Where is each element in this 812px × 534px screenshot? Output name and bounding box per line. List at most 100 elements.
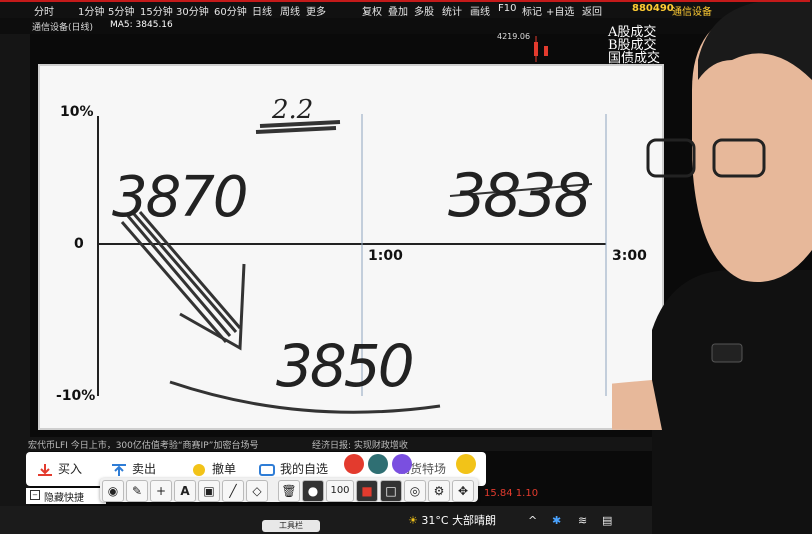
down-arrow-head [179,263,246,351]
network-icon[interactable]: ▤ [602,514,613,527]
candle-red-2 [544,46,548,56]
handwritten-3850: 3850 [276,332,412,400]
pen-color-red[interactable] [344,454,364,474]
chart-subheader: 通信设备(日线) MA5: 3845.16 [0,18,812,34]
bluetooth-icon[interactable]: ✱ [552,514,562,527]
wifi-icon[interactable]: ≋ [578,514,588,527]
pen-color-teal[interactable] [368,454,388,474]
y-axis-top-label: 10% [60,104,94,120]
weather-temp: 31°C [421,514,449,527]
menu-item-30min[interactable]: 30分钟 [176,7,209,18]
menu-item-60min[interactable]: 60分钟 [214,7,247,18]
period-menu-bar: 分时 1分钟 5分钟 15分钟 30分钟 60分钟 日线 周线 更多 复权 叠加… [0,0,812,18]
news-ticker: 宏代币LFI 今日上市，300亿估值考验“商赛IP”加密台场号 经济日报: 实现… [0,437,812,451]
cancel-order-icon [193,463,205,476]
news-ticker-right[interactable]: 经济日报: 实现财政增收 [312,441,408,451]
menu-item-multi[interactable]: 多股 [414,7,434,18]
chart-title: 通信设备(日线) [32,23,94,33]
presenter-person [612,0,812,534]
crosshair-icon[interactable]: + [150,480,172,502]
square-icon[interactable]: □ [380,480,402,502]
accent-top-border [0,0,810,2]
glasses-icon [646,138,696,178]
menu-item-1min[interactable]: 1分钟 [78,7,105,18]
watchlist-button[interactable]: 我的自选 [258,460,328,477]
stock-name: 通信设备 [672,7,712,18]
right-stat-2: 国债成交 [608,51,661,66]
pen-icon[interactable]: ✎ [126,480,148,502]
eye-icon[interactable]: ◎ [404,480,426,502]
move-icon[interactable]: ✥ [452,480,474,502]
cancel-order-button[interactable]: 撤单 [190,460,236,477]
line-icon[interactable]: ╱ [222,480,244,502]
weather-widget[interactable]: ☀ 31°C 大部晴朗 [408,512,496,528]
sell-button[interactable]: 卖出 [110,460,156,477]
right-underline [449,183,593,197]
text-icon[interactable]: A [174,480,196,502]
candle-marks [534,36,548,62]
menu-item-more[interactable]: 更多 [306,7,326,18]
down-arrow-shaft [120,211,242,343]
menu-item-overlay[interactable]: 叠加 [388,7,408,18]
weather-desc: 大部晴朗 [452,514,497,527]
size-field[interactable]: 100 [326,480,354,502]
y-axis-bottom-label: -10% [56,388,96,404]
upload-icon [112,463,126,476]
scribble-strike [255,120,341,134]
sell-label: 卖出 [132,462,157,476]
weather-icon: ☀ [408,514,418,527]
right-stat-1: B股成交 [608,38,657,53]
price-marker: 4219.06 [497,32,531,41]
mouse-icon[interactable]: ◉ [102,480,124,502]
presenter-hair [698,0,812,80]
presenter-face [692,9,812,283]
menu-item-daily[interactable]: 日线 [252,7,272,18]
menu-item-intraday[interactable]: 分时 [34,7,54,18]
menu-item-mark[interactable]: 标记 [522,7,542,18]
chevron-up-icon[interactable]: ^ [528,514,538,527]
presenter-arm [612,380,662,430]
news-ticker-left[interactable]: 宏代币LFI 今日上市，300亿估值考验“商赛IP”加密台场号 [28,441,259,451]
whiteboard-drawing: 2.2 3870 3838 3850 [97,95,607,414]
pen-color-purple[interactable] [392,454,412,474]
menu-item-draw[interactable]: 画线 [470,7,490,18]
circle-icon[interactable]: ● [302,480,324,502]
right-stat-0: A股成交 [608,25,657,40]
handwritten-3838: 3838 [448,161,590,231]
presenter-shirt [652,270,812,534]
menu-item-back[interactable]: 返回 [582,7,602,18]
download-icon [38,463,52,476]
handwritten-3870: 3870 [112,165,247,230]
hide-shortcut-button[interactable]: − 隐藏快捷 [26,488,106,504]
scribble-note: 2.2 [271,95,313,125]
buy-label: 买入 [58,462,83,476]
record-icon[interactable]: ■ [356,480,378,502]
market-values: 15.84 1.10 [484,488,539,499]
menu-item-f10[interactable]: F10 [498,3,517,14]
eraser-icon[interactable]: ◇ [246,480,268,502]
toolbar-toggle-button[interactable]: 工具栏 [262,520,320,532]
menu-item-adjust[interactable]: 复权 [362,7,382,18]
stock-code: 880490 [632,3,674,14]
gear-icon[interactable]: ⚙ [428,480,450,502]
drawing-toolbar: ◉ ✎ + A ▣ ╱ ◇ 🗑 ● 100 ■ □ ◎ ⚙ ✥ [100,478,478,502]
bottom-underline [169,380,441,414]
menu-item-add-watch[interactable]: +自选 [546,7,575,18]
image-icon[interactable]: ▣ [198,480,220,502]
y-axis-zero-label: 0 [74,236,84,252]
menu-item-weekly[interactable]: 周线 [280,7,300,18]
x-axis-end-label: 3:00 [612,248,647,264]
lapel-microphone [711,343,743,363]
cancel-order-label: 撤单 [212,462,237,476]
menu-item-stats[interactable]: 统计 [442,7,462,18]
pen-color-yellow[interactable] [456,454,476,474]
menu-item-15min[interactable]: 15分钟 [140,7,173,18]
buy-button[interactable]: 买入 [36,460,82,477]
hide-shortcut-label: 隐藏快捷 [44,493,84,504]
left-sidebar [0,0,30,506]
watchlist-icon [259,463,275,476]
trash-icon[interactable]: 🗑 [278,480,300,502]
menu-item-5min[interactable]: 5分钟 [108,7,135,18]
whiteboard[interactable]: 2.2 3870 3838 3850 10% 0 -10% 1:00 3:00 [38,64,664,430]
watchlist-label: 我的自选 [280,462,329,476]
